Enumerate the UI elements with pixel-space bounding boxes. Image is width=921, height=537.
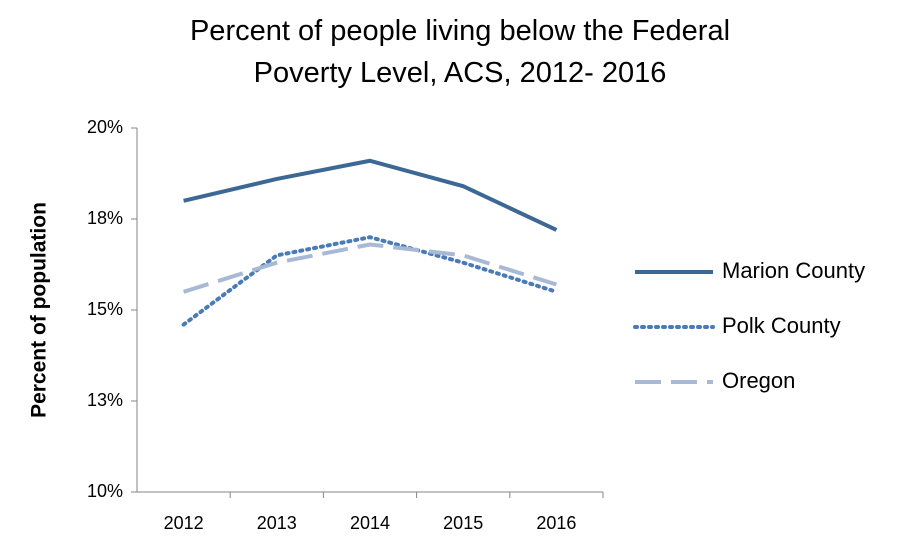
- y-tick-label: 13%: [87, 390, 123, 410]
- legend-label: Polk County: [722, 313, 841, 338]
- chart-title: Percent of people living below the Feder…: [189, 15, 731, 89]
- x-tick-label: 2014: [350, 513, 390, 533]
- x-tick-label: 2012: [164, 513, 204, 533]
- x-tick-label: 2016: [536, 513, 576, 533]
- data-line: [183, 242, 557, 294]
- y-tick-label: 10%: [87, 481, 123, 501]
- data-line: [181, 235, 559, 327]
- y-tick-label: 20%: [87, 117, 123, 137]
- data-line: [183, 158, 558, 232]
- y-axis-label: Percent of population: [28, 202, 51, 418]
- y-tick-label: 15%: [87, 299, 123, 319]
- legend-label: Marion County: [722, 258, 865, 283]
- legend-label: Oregon: [722, 368, 795, 393]
- y-tick-label: 18%: [87, 208, 123, 228]
- x-tick-label: 2015: [443, 513, 483, 533]
- x-tick-label: 2013: [257, 513, 297, 533]
